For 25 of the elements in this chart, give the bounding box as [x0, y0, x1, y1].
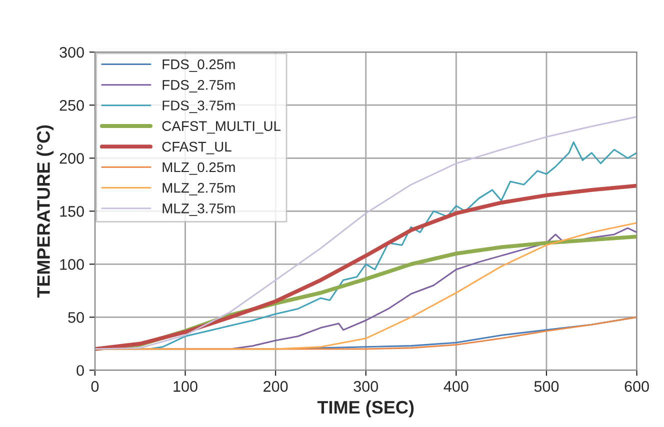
y-axis-title: TEMPERATURE (°C) [36, 125, 54, 298]
y-tick-label: 200 [60, 153, 84, 164]
legend-label: MLZ_0.25m [162, 162, 235, 175]
legend-label: MLZ_3.75m [162, 204, 235, 216]
x-tick-label: 100 [174, 381, 198, 392]
x-tick-label: 500 [534, 381, 559, 392]
x-axis-title: TIME (SEC) [317, 400, 414, 418]
legend-label: FDS_2.75m [162, 80, 235, 92]
x-tick-label: 400 [444, 381, 468, 392]
legend-label: MLZ_2.75m [162, 182, 235, 196]
y-tick-label: 100 [60, 259, 84, 270]
x-tick-label: 0 [91, 381, 99, 392]
y-tick-label: 150 [60, 206, 84, 217]
legend-label: CFAST_UL [162, 142, 232, 154]
y-tick-label: 250 [60, 100, 84, 111]
x-tick-label: 600 [624, 381, 649, 392]
y-tick-label: 300 [60, 46, 84, 58]
legend-label: FDS_3.75m [162, 100, 235, 114]
x-tick-label: 300 [354, 381, 378, 392]
legend-label: CAFST_MULTI_UL [162, 121, 281, 134]
y-tick-label: 0 [76, 365, 84, 376]
line-series [94, 184, 637, 351]
legend-label: FDS_0.25m [162, 59, 235, 72]
x-tick-label: 200 [264, 381, 288, 392]
y-tick-label: 50 [68, 312, 84, 323]
